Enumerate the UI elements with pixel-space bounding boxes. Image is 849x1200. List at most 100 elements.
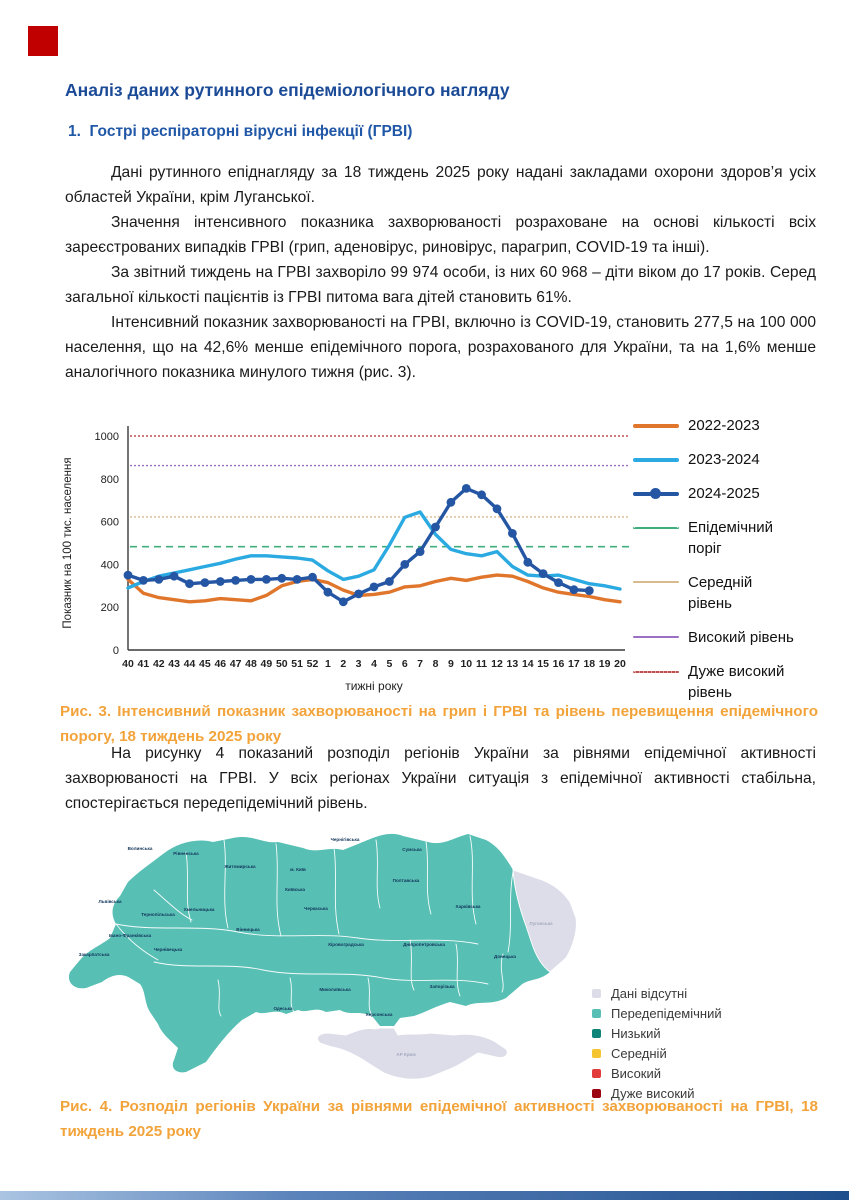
x-tick-label: 10 [460,658,472,670]
map-legend-label: Середній [611,1046,667,1061]
y-tick-label: 200 [101,602,119,614]
x-tick-label: 9 [448,658,454,670]
x-tick-label: 46 [214,658,226,670]
data-point-marker [461,484,471,493]
oblast-border [367,977,373,1017]
map-legend-label: Високий [611,1066,662,1081]
region-label: Черкаська [304,906,328,911]
map-legend-swatch [592,989,601,998]
data-point-marker [538,569,548,578]
region-label: Одеська [273,1006,293,1011]
region-label: Івано-Франківська [109,933,152,938]
region-label: Чернівецька [154,947,183,952]
page-title: Аналіз даних рутинного епідеміологічного… [65,80,510,100]
x-tick-label: 17 [568,658,580,670]
map-legend-label: Передепідемічний [611,1006,722,1021]
data-point-marker [492,504,502,514]
x-tick-label: 4 [371,658,377,670]
x-tick-label: 20 [614,658,626,670]
x-tick-label: 6 [402,658,408,670]
fig3-caption: Рис. 3. Інтенсивний показник захворювано… [60,703,818,745]
data-point-marker [354,589,363,599]
series-line [126,573,622,604]
region-label: Луганська [529,921,553,926]
data-point-marker [231,576,241,585]
data-point-marker [523,557,533,567]
data-point-marker [308,572,317,582]
map-legend: Дані відсутні Передепідемічний Низький Сере… [592,986,822,1106]
ukraine-map: Волинська Рівненська Житомирська м. Київ Киї… [58,820,582,1094]
legend-label: 2024-2025 [688,485,760,502]
x-tick-label: 51 [291,658,303,670]
region-label: Запорізька [429,984,455,989]
footer-bar [0,1191,849,1200]
mainland-shape [68,833,577,1073]
map-legend-swatch [592,1049,601,1058]
map-legend-swatch [592,1069,601,1078]
oblast-border [507,871,514,953]
region-label: Тернопільська [141,912,175,917]
legend-line-swatch [633,636,679,638]
chart-legend: 2022-2023 2023-2024 2024-2025 Епідемічний п… [633,415,847,716]
region-label: Донецька [494,954,516,959]
map-legend-item: Середній [592,1046,822,1061]
y-tick-label: 600 [101,517,119,529]
x-tick-label: 15 [537,658,549,670]
oblast-border [357,937,479,945]
data-point-marker [123,570,133,580]
map-legend-swatch [592,1089,601,1098]
region-label: Житомирська [223,864,256,869]
oblast-border [223,839,229,929]
oblast-border [425,841,432,915]
data-point-marker [246,575,256,584]
oblast-border [262,969,489,985]
y-tick-label: 1000 [95,431,119,443]
data-point-marker [415,547,425,556]
data-point-marker [338,597,348,607]
x-tick-label: 5 [386,658,392,670]
y-tick-label: 0 [113,645,119,657]
region-label: Харківська [456,904,481,909]
chart-x-axis-title: тижні року [345,679,403,693]
legend-item: Епідемічний поріг [633,517,847,559]
oblast-border [409,939,415,991]
oblast-border [185,851,192,923]
chart-plot-area: Показник на 100 тис. населення 0 200 400 600… [62,426,633,693]
map-legend-label: Дані відсутні [611,986,688,1001]
region-label: Дніпропетровська [403,942,445,947]
body-paragraphs: Дані рутинного епіднагляду за 18 тиждень… [65,160,816,385]
legend-item: Високий рівень [633,627,847,648]
oblast-border [153,961,264,971]
oblast-border [115,923,159,961]
region-label: Хмельницька [184,907,215,912]
map-legend-swatch [592,1029,601,1038]
legend-line-swatch [633,458,679,462]
legend-item: 2024-2025 [633,483,847,504]
oblast-border [500,953,504,993]
legend-label: 2022-2023 [688,417,760,434]
chart-y-axis-title: Показник на 100 тис. населення [62,457,74,628]
red-square-logo [28,26,58,56]
region-label: Полтавська [393,878,420,883]
region-label: АР Крим [396,1052,416,1057]
x-tick-label: 50 [276,658,288,670]
data-point-marker [215,577,225,586]
paragraph: За звітний тиждень на ГРВІ захворіло 99 … [65,264,816,306]
crimea-no-data-shape [317,1027,508,1080]
oblast-border [217,979,222,1017]
x-tick-label: 2 [340,658,346,670]
x-tick-label: 43 [168,658,180,670]
data-point-marker [477,490,486,500]
x-tick-label: 49 [261,658,273,670]
legend-item: 2022-2023 [633,415,847,436]
legend-line-swatch [633,488,679,499]
map-legend-label: Низький [611,1026,661,1041]
x-tick-label: 3 [356,658,362,670]
y-tick-label: 800 [101,474,119,486]
region-label: Чернігівська [331,837,360,842]
region-label: Вінницька [236,927,260,932]
data-point-marker [185,579,194,589]
section-heading: 1. Гострі респіраторні вірусні інфекції … [68,123,413,140]
legend-line-swatch [633,671,679,673]
